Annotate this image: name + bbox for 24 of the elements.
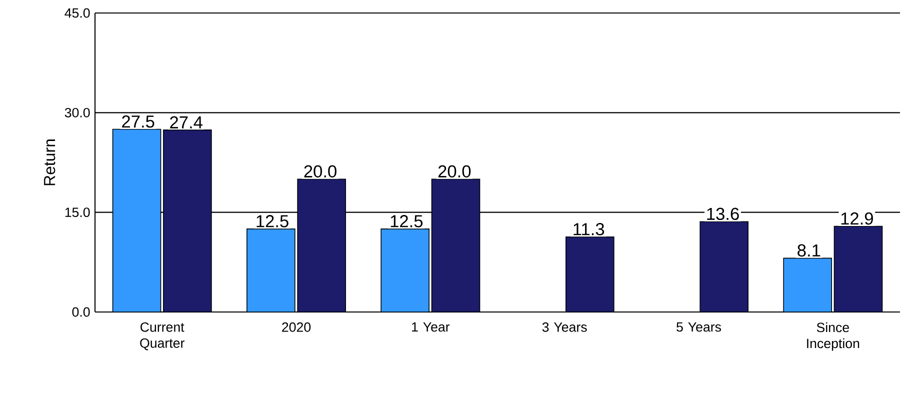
x-tick-label: Current Quarter [140,322,184,350]
y-tick-label: 15.0 [65,208,90,218]
x-tick-label: 5 Years [676,322,721,332]
bar [566,236,614,312]
y-axis-title: Return [44,140,56,186]
data-label: 12.5 [256,215,288,228]
x-tick-label: 2020 [282,322,311,332]
y-tick-label: 30.0 [64,108,90,118]
x-tick-label: 3 Years [542,322,587,332]
data-label: 20.0 [304,165,336,178]
x-tick-label: Since Inception [807,322,860,351]
bar [783,258,832,312]
y-tick-label: 0.0 [72,307,90,317]
data-label: 8.1 [798,244,820,257]
x-tick-label: 1 Year [412,322,450,332]
bar [380,228,430,312]
data-label: 13.6 [707,208,739,220]
data-label: 27.4 [170,116,202,128]
data-label: 27.5 [122,115,154,128]
data-label: 12.9 [841,212,873,225]
y-tick-label: 45.0 [64,8,90,18]
data-label: 12.5 [390,215,423,228]
data-label: 11.3 [574,223,604,236]
data-label: 20.0 [438,165,471,178]
